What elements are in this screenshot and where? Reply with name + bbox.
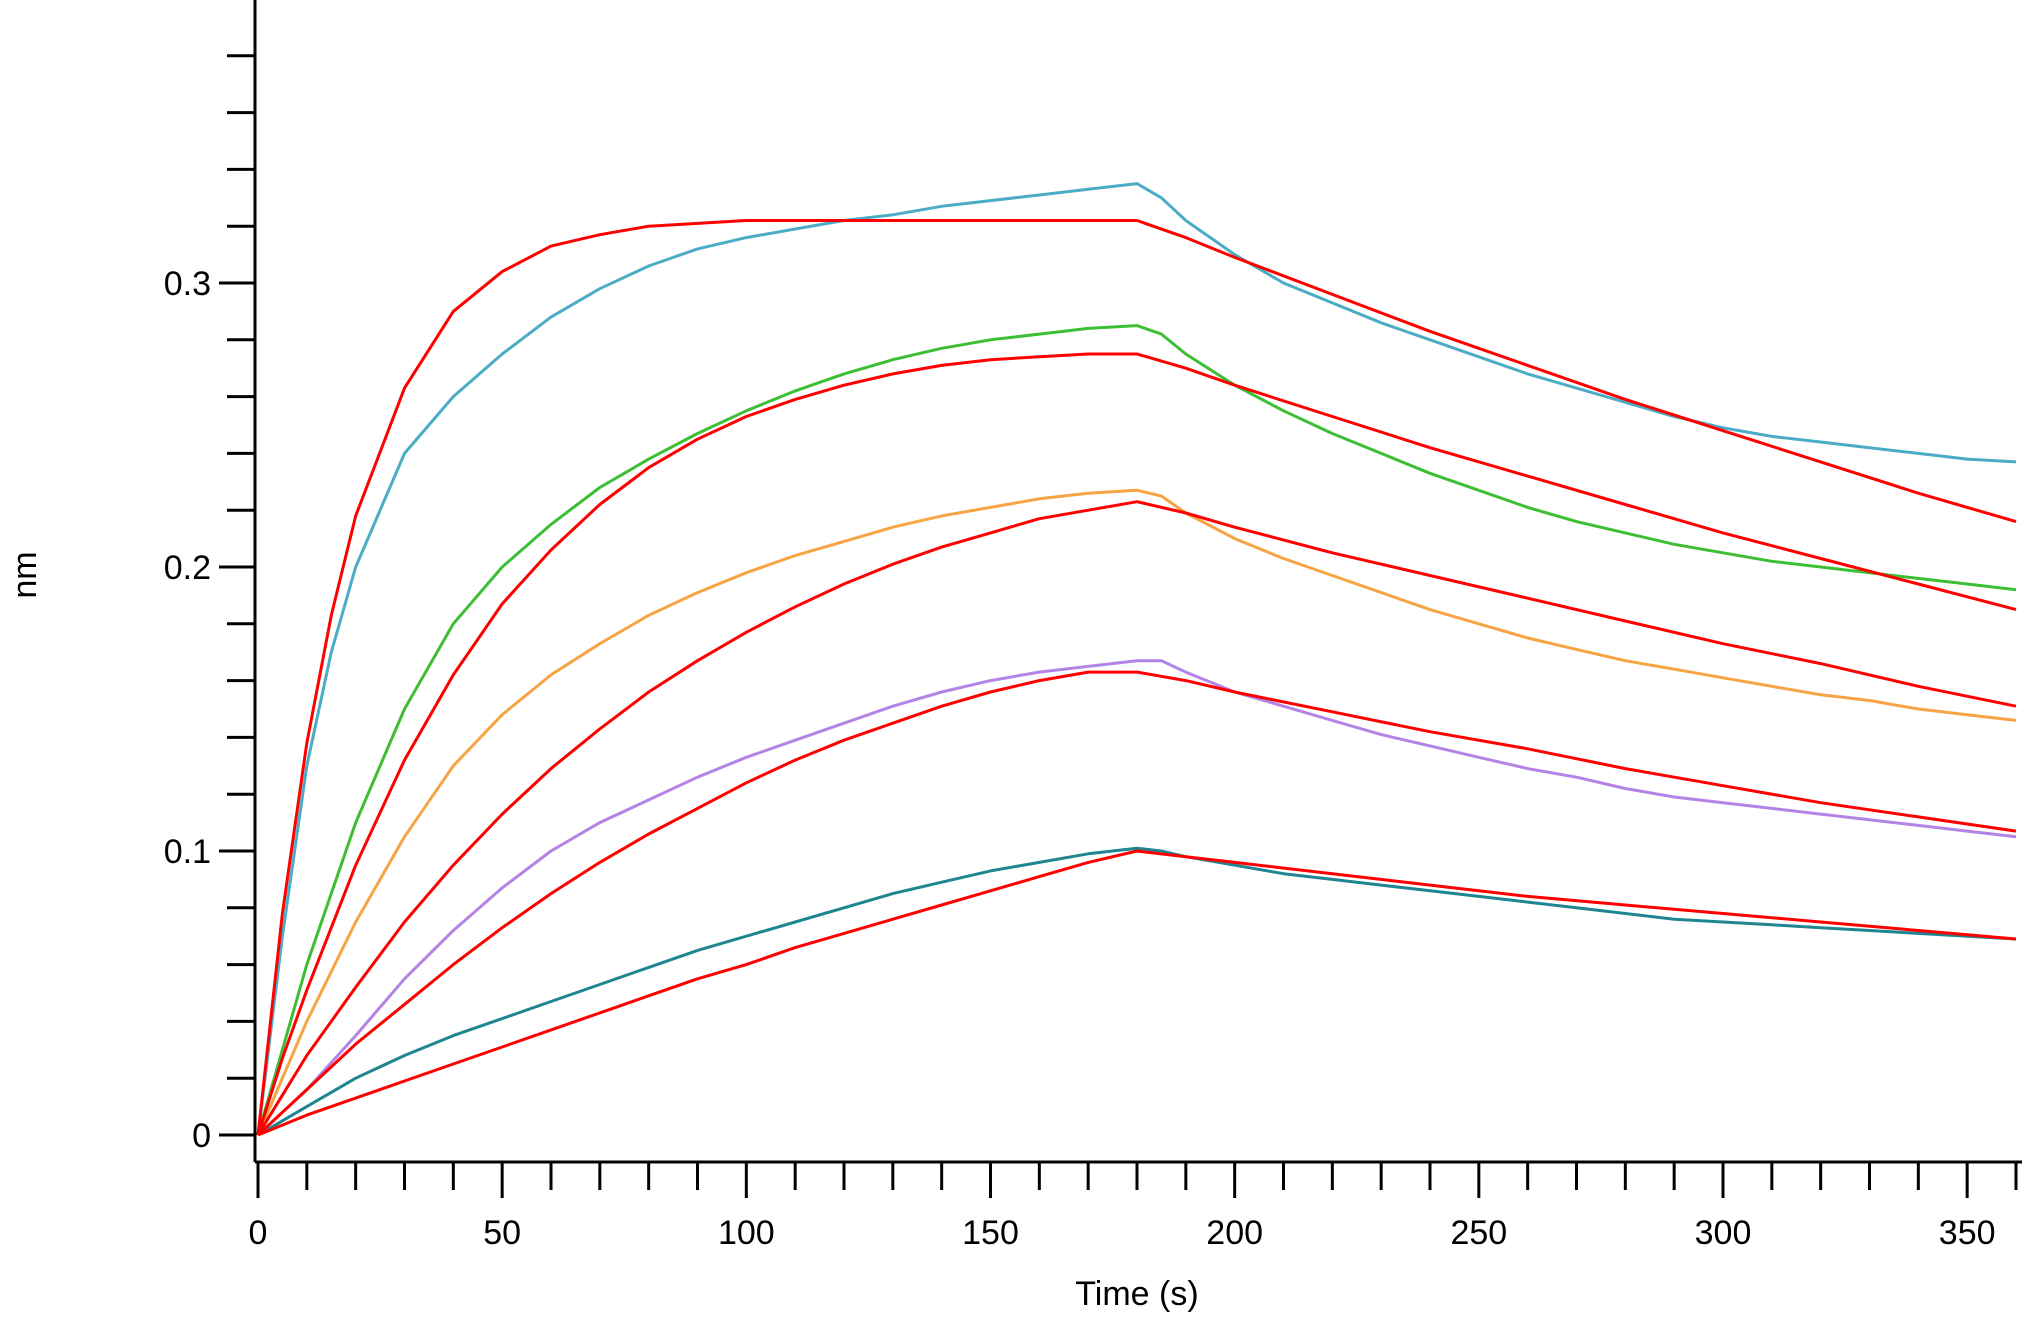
y-tick-label: 0 [192,1117,211,1155]
x-tick-label: 100 [718,1214,775,1252]
x-tick-label: 150 [962,1214,1019,1252]
series-layer [256,182,2017,1137]
x-axis-ticks: 0 50 100 150 200 250 300 350 [249,1162,2018,1252]
x-tick-label: 50 [483,1214,521,1252]
x-tick-label: 200 [1206,1214,1263,1252]
sensorgram-curve-6 [256,659,2017,1137]
sensorgram-curve-4 [256,488,2017,1136]
sensorgram-curve-8 [257,846,2017,1137]
fit-curve-3 [256,352,2017,1136]
x-axis-title: Time (s) [1075,1275,1198,1313]
x-tick-label: 350 [1939,1214,1996,1252]
fit-curve-5 [256,500,2017,1136]
x-tick-label: 250 [1450,1214,1507,1252]
x-tick-label: 0 [249,1214,268,1252]
y-tick-label: 0.1 [164,833,211,871]
y-tick-label: 0.2 [164,549,211,587]
y-axis-title: nm [6,551,44,598]
fit-curve-7 [256,670,2017,1137]
y-tick-label: 0.3 [164,265,211,303]
fit-curve-9 [257,849,2017,1137]
fit-curve-1 [256,219,2017,1136]
sensorgram-curve-2 [256,324,2017,1136]
y-axis-ticks: 0 0.1 0.2 0.3 [164,54,255,1155]
x-tick-label: 300 [1695,1214,1752,1252]
